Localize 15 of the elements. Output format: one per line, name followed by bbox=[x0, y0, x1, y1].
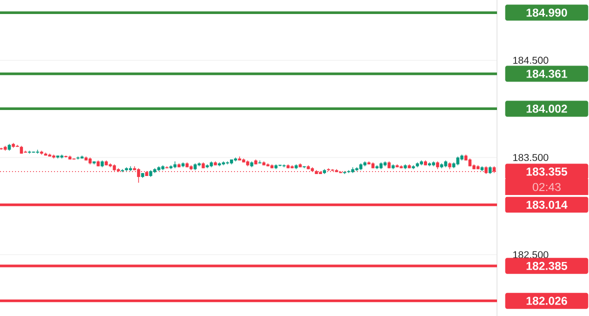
ref-line-label: 184.990 bbox=[526, 8, 568, 17]
ref-line-label: 183.014 bbox=[526, 200, 568, 209]
y-tick-label: 184.500 bbox=[513, 56, 548, 64]
ref-line-label: 182.026 bbox=[526, 296, 568, 305]
ref-line-label: 182.385 bbox=[526, 262, 568, 270]
y-tick-label: 183.500 bbox=[513, 154, 548, 162]
ref-line-label: 184.002 bbox=[526, 104, 568, 113]
ref-line-label: 184.361 bbox=[526, 70, 568, 78]
candlestick bbox=[28, 150, 32, 154]
candlestick bbox=[120, 168, 124, 172]
ref-line-label: 183.355 bbox=[526, 168, 568, 176]
candlestick bbox=[76, 156, 80, 160]
text: 02:43 bbox=[532, 182, 561, 192]
candlestick bbox=[226, 161, 230, 165]
candlestick bbox=[36, 149, 40, 154]
